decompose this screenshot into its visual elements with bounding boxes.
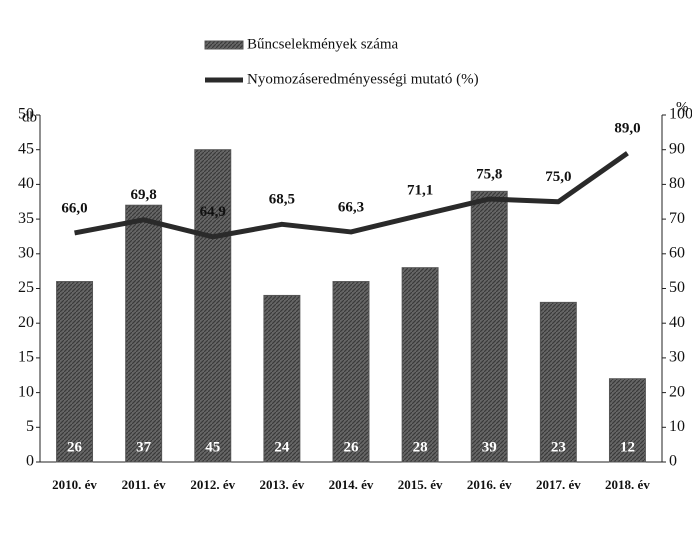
line-value-label: 75,8 bbox=[476, 166, 502, 182]
line-value-label: 64,9 bbox=[200, 204, 226, 220]
bar bbox=[263, 294, 301, 463]
bar bbox=[194, 149, 232, 463]
x-tick-label: 2016. év bbox=[467, 477, 512, 492]
y2-tick-label: 0 bbox=[669, 453, 677, 470]
y2-tick-label: 70 bbox=[669, 210, 685, 227]
y2-tick-label: 40 bbox=[669, 314, 685, 331]
line bbox=[74, 151, 629, 240]
y-tick-label: 5 bbox=[26, 418, 34, 435]
x-tick-label: 2015. év bbox=[398, 477, 443, 492]
x-tick-label: 2013. év bbox=[259, 477, 304, 492]
y-tick-label: 10 bbox=[18, 383, 34, 400]
y-tick-label: 0 bbox=[26, 453, 34, 470]
y2-axis-title: % bbox=[676, 99, 689, 115]
x-tick-label: 2017. év bbox=[536, 477, 581, 492]
bar bbox=[56, 281, 94, 463]
bar bbox=[125, 204, 163, 463]
y2-tick-label: 100 bbox=[669, 106, 692, 123]
y-tick-label: 30 bbox=[18, 244, 34, 261]
y2-tick-label: 30 bbox=[669, 349, 685, 366]
bar-value-label: 37 bbox=[136, 439, 152, 455]
y-tick-label: 45 bbox=[18, 140, 34, 157]
y-tick-label: 25 bbox=[18, 279, 34, 296]
x-tick-label: 2012. év bbox=[190, 477, 235, 492]
line-value-label: 75,0 bbox=[545, 169, 571, 185]
line-value-label: 69,8 bbox=[131, 187, 157, 203]
bar-value-label: 26 bbox=[344, 439, 360, 455]
bar-value-label: 12 bbox=[620, 439, 635, 455]
y-tick-label: 20 bbox=[18, 314, 34, 331]
legend-label: Nyomozáseredményességi mutató (%) bbox=[247, 71, 479, 87]
x-tick-label: 2010. év bbox=[52, 477, 97, 492]
bar-value-label: 26 bbox=[67, 439, 83, 455]
y2-tick-label: 10 bbox=[669, 418, 685, 435]
x-tick-label: 2018. év bbox=[605, 477, 650, 492]
bar-value-label: 28 bbox=[413, 439, 428, 455]
bar bbox=[401, 267, 439, 463]
bar bbox=[608, 378, 646, 463]
y-tick-label: 40 bbox=[18, 175, 34, 192]
x-tick-label: 2014. év bbox=[329, 477, 374, 492]
bar bbox=[539, 301, 577, 463]
line-value-label: 89,0 bbox=[614, 121, 640, 137]
line-value-label: 68,5 bbox=[269, 192, 295, 208]
bar-value-label: 45 bbox=[205, 439, 220, 455]
bar-value-label: 24 bbox=[274, 439, 290, 455]
y-axis-title: db bbox=[22, 109, 37, 125]
y2-tick-label: 50 bbox=[669, 279, 685, 296]
x-tick-label: 2011. év bbox=[122, 477, 167, 492]
y-tick-label: 35 bbox=[18, 210, 34, 227]
bar bbox=[470, 190, 508, 463]
bar-value-label: 39 bbox=[482, 439, 497, 455]
y-tick-label: 50 bbox=[18, 106, 34, 123]
legend-swatch bbox=[204, 40, 244, 50]
y2-tick-label: 20 bbox=[669, 383, 685, 400]
y2-tick-label: 80 bbox=[669, 175, 685, 192]
line-value-label: 66,0 bbox=[61, 200, 87, 216]
y2-tick-label: 90 bbox=[669, 140, 685, 157]
line-value-label: 66,3 bbox=[338, 199, 364, 215]
y2-tick-label: 60 bbox=[669, 244, 685, 261]
bar-value-label: 23 bbox=[551, 439, 566, 455]
line-value-label: 71,1 bbox=[407, 183, 433, 199]
legend-label: Bűncselekmények száma bbox=[247, 36, 399, 52]
bar bbox=[332, 281, 370, 463]
y-tick-label: 15 bbox=[18, 349, 34, 366]
